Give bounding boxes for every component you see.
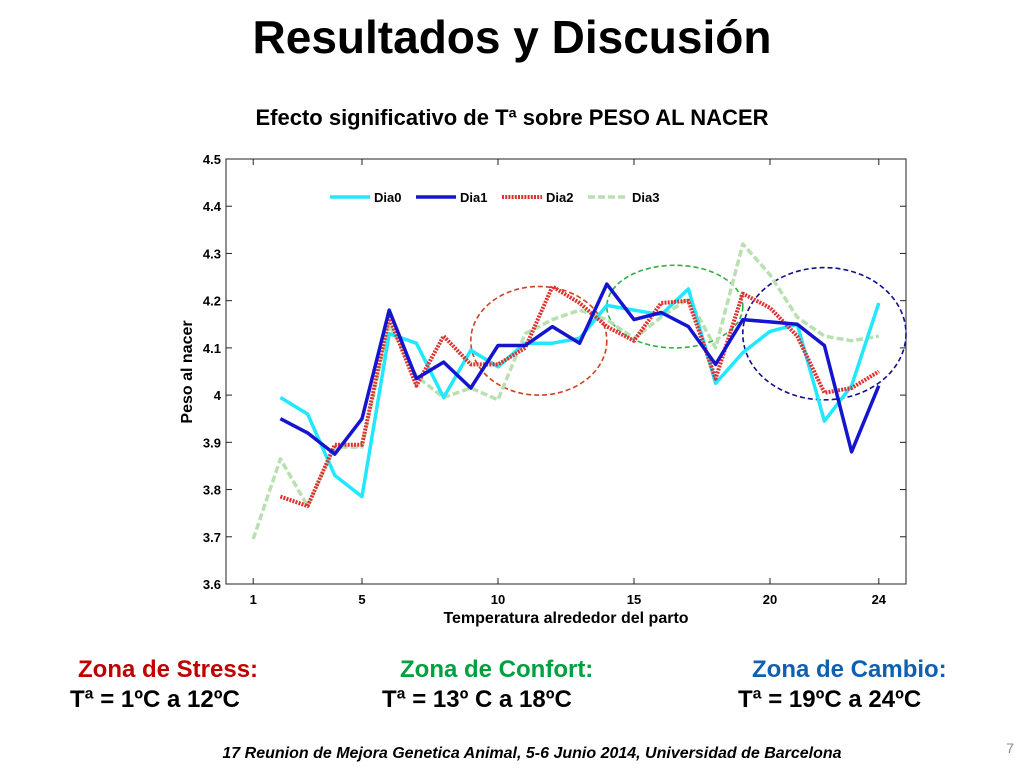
- slide-title: Resultados y Discusión: [252, 11, 772, 63]
- series-line-dia3: [251, 242, 880, 540]
- zone-cambio-label: Zona de Cambio:: [752, 656, 947, 683]
- series-line-dia1: [279, 282, 881, 456]
- zone-confort-range: Tª = 13º C a 18ºC: [382, 686, 572, 713]
- y-tick-label: 3.8: [203, 483, 221, 498]
- y-tick-label: 4.2: [203, 294, 221, 309]
- zone-stress-label: Zona de Stress:: [78, 656, 259, 683]
- zone-cambio-range: Tª = 19ºC a 24ºC: [738, 686, 922, 713]
- zone-cambio: Zona de Cambio: Tª = 19ºC a 24ºC: [738, 656, 947, 714]
- x-axis-ticks: 1 5 10 15 20 24: [250, 159, 887, 607]
- x-tick-label: 20: [763, 592, 777, 607]
- legend-label-dia3: Dia3: [632, 190, 659, 205]
- x-tick-label: 24: [872, 592, 887, 607]
- y-tick-label: 3.7: [203, 530, 221, 545]
- y-tick-label: 4.3: [203, 246, 221, 261]
- y-tick-label: 4: [214, 388, 222, 403]
- line-chart: 3.63.73.83.944.14.24.34.44.5 1 5 10 15 20 24 …: [179, 152, 907, 627]
- zone-stress-range: Tª = 1ºC a 12ºC: [70, 686, 240, 713]
- chart-title: Efecto significativo de Tª sobre PESO AL…: [255, 105, 769, 130]
- slide-number: 7: [1006, 740, 1014, 756]
- slide-footer: 17 Reunion de Mejora Genetica Animal, 5-…: [222, 745, 842, 762]
- series-line-dia2: [279, 284, 880, 509]
- legend-label-dia2: Dia2: [546, 190, 573, 205]
- x-tick-label: 1: [250, 592, 257, 607]
- zone-ellipse-2: [742, 266, 907, 401]
- y-tick-label: 3.6: [203, 577, 221, 592]
- plot-area: [225, 158, 907, 585]
- zone-stress: Zona de Stress: Tª = 1ºC a 12ºC: [70, 656, 258, 714]
- y-axis-label: Peso al nacer: [179, 320, 196, 423]
- x-tick-label: 5: [358, 592, 365, 607]
- y-tick-label: 4.5: [203, 152, 221, 167]
- legend-label-dia0: Dia0: [374, 190, 401, 205]
- y-tick-label: 4.4: [203, 199, 222, 214]
- zone-ellipse-0: [469, 285, 608, 396]
- zone-ellipse-1: [605, 264, 744, 349]
- zone-ellipses: [469, 264, 907, 401]
- x-tick-label: 15: [627, 592, 641, 607]
- y-tick-label: 3.9: [203, 435, 221, 450]
- legend-label-dia1: Dia1: [460, 190, 487, 205]
- zone-confort: Zona de Confort: Tª = 13º C a 18ºC: [382, 656, 593, 714]
- legend: Dia0 Dia1 Dia2 Dia3: [330, 190, 659, 205]
- x-tick-label: 10: [491, 592, 505, 607]
- y-tick-label: 4.1: [203, 341, 221, 356]
- series-line-dia0: [279, 287, 881, 499]
- zone-confort-label: Zona de Confort:: [400, 656, 594, 683]
- y-axis-ticks: 3.6 3.7 3.8 3.9 4 4.1 4.2 4.3 4.4 4.5: [203, 152, 906, 592]
- x-axis-label: Temperatura alrededor del parto: [443, 610, 688, 627]
- series-lines: [251, 242, 881, 540]
